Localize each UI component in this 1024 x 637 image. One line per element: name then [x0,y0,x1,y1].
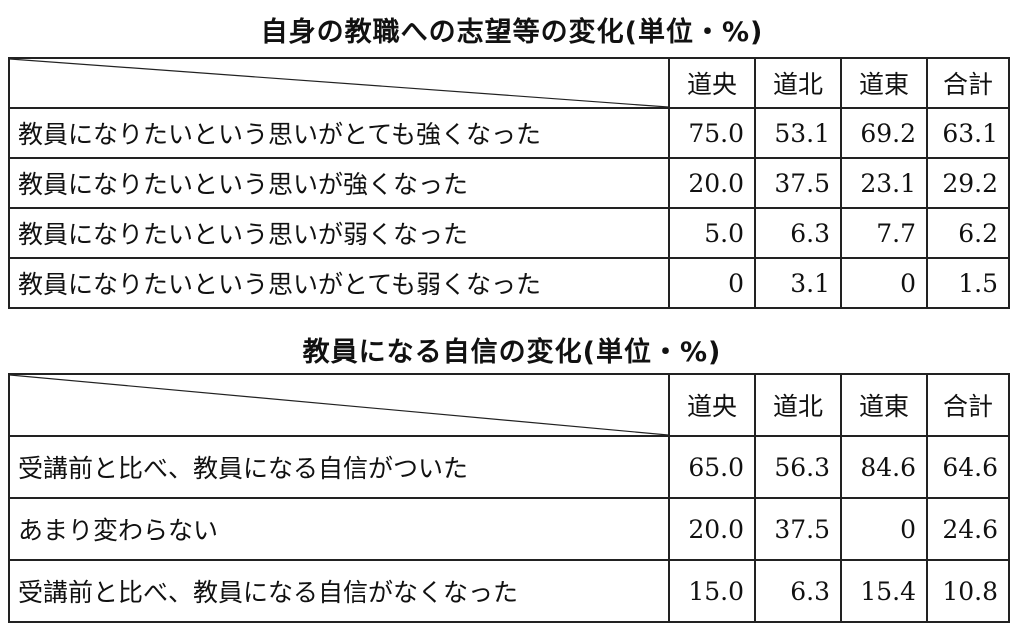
value-cell: 69.2 [840,107,928,159]
table2-header-douou: 道央 [668,373,756,437]
row-label: 教員になりたいという思いがとても弱くなった [8,257,670,309]
value-cell: 63.1 [926,107,1010,159]
table-row: 受講前と比べ、教員になる自信がついた 65.0 56.3 84.6 64.6 [8,435,1010,499]
table2-header-doutou: 道東 [840,373,928,437]
row-label: 受講前と比べ、教員になる自信がついた [8,435,670,499]
value-cell: 15.0 [668,559,756,623]
table2: 道央 道北 道東 合計 受講前と比べ、教員になる自信がついた 65.0 56.3… [8,373,1010,623]
value-cell: 23.1 [840,157,928,209]
table1-header-doutou: 道東 [840,57,928,109]
value-cell: 0 [840,257,928,309]
value-cell: 0 [840,497,928,561]
row-label: 受講前と比べ、教員になる自信がなくなった [8,559,670,623]
value-cell: 24.6 [926,497,1010,561]
value-cell: 1.5 [926,257,1010,309]
value-cell: 10.8 [926,559,1010,623]
value-cell: 56.3 [754,435,842,499]
value-cell: 3.1 [754,257,842,309]
value-cell: 64.6 [926,435,1010,499]
value-cell: 7.7 [840,207,928,259]
value-cell: 37.5 [754,497,842,561]
table1-header-total: 合計 [926,57,1010,109]
value-cell: 53.1 [754,107,842,159]
table-row: 教員になりたいという思いが弱くなった 5.0 6.3 7.7 6.2 [8,207,1010,259]
table1-corner-cell [8,57,670,109]
row-label: 教員になりたいという思いがとても強くなった [8,107,670,159]
table-row: 教員になりたいという思いがとても弱くなった 0 3.1 0 1.5 [8,257,1010,309]
row-label: 教員になりたいという思いが強くなった [8,157,670,209]
value-cell: 6.3 [754,207,842,259]
table-row: 教員になりたいという思いが強くなった 20.0 37.5 23.1 29.2 [8,157,1010,209]
table-row: あまり変わらない 20.0 37.5 0 24.6 [8,497,1010,561]
value-cell: 5.0 [668,207,756,259]
value-cell: 6.3 [754,559,842,623]
table2-corner-cell [8,373,670,437]
row-label: 教員になりたいという思いが弱くなった [8,207,670,259]
table1: 道央 道北 道東 合計 教員になりたいという思いがとても強くなった 75.0 5… [8,57,1010,309]
value-cell: 0 [668,257,756,309]
table2-header-total: 合計 [926,373,1010,437]
diagonal-line [10,375,668,435]
diagonal-line [10,59,668,107]
table-row: 受講前と比べ、教員になる自信がなくなった 15.0 6.3 15.4 10.8 [8,559,1010,623]
value-cell: 6.2 [926,207,1010,259]
table2-header-douhoku: 道北 [754,373,842,437]
table1-header-douhoku: 道北 [754,57,842,109]
value-cell: 84.6 [840,435,928,499]
value-cell: 15.4 [840,559,928,623]
table1-header-douou: 道央 [668,57,756,109]
table-row: 教員になりたいという思いがとても強くなった 75.0 53.1 69.2 63.… [8,107,1010,159]
table2-header-row: 道央 道北 道東 合計 [8,373,1010,437]
value-cell: 20.0 [668,157,756,209]
value-cell: 37.5 [754,157,842,209]
value-cell: 75.0 [668,107,756,159]
value-cell: 20.0 [668,497,756,561]
table1-header-row: 道央 道北 道東 合計 [8,57,1010,109]
value-cell: 65.0 [668,435,756,499]
value-cell: 29.2 [926,157,1010,209]
table1-title: 自身の教職への志望等の変化(単位・%) [260,17,764,48]
table2-title: 教員になる自信の変化(単位・%) [302,337,722,368]
row-label: あまり変わらない [8,497,670,561]
